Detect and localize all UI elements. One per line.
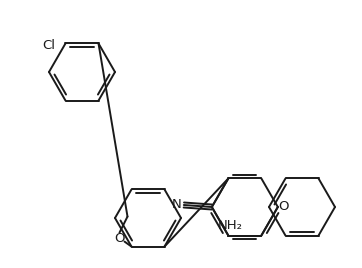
Text: NH₂: NH₂ — [218, 219, 243, 232]
Text: Cl: Cl — [42, 39, 55, 52]
Text: O: O — [279, 200, 289, 214]
Text: N: N — [172, 199, 182, 211]
Text: O: O — [114, 232, 125, 245]
